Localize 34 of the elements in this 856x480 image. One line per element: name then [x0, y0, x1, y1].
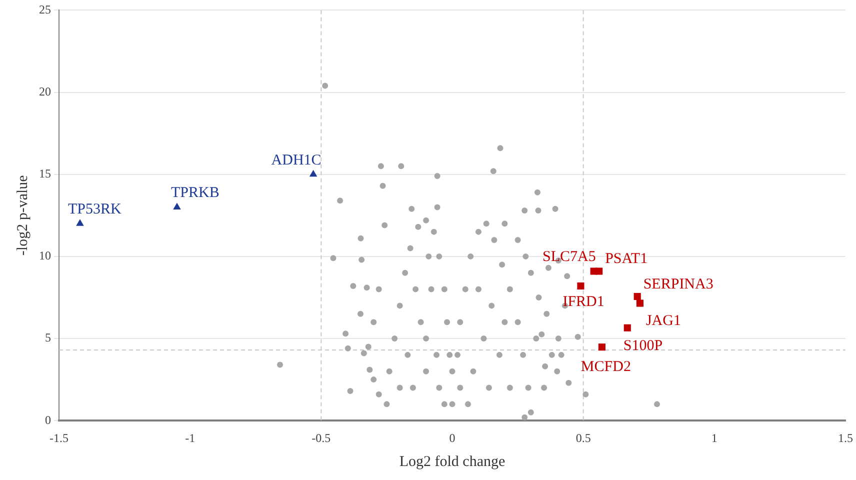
- annotation: TP53RK: [68, 202, 122, 218]
- annotation: SLC7A5: [542, 249, 596, 266]
- point: [309, 170, 318, 177]
- annotation: MCFD2: [580, 358, 631, 375]
- y-axis-title: -log2 p-value: [14, 174, 31, 256]
- x-tick-label: -1.5: [50, 430, 68, 445]
- annotation: S100P: [623, 338, 663, 354]
- x-tick-label: -1: [185, 430, 196, 445]
- x-tick-label: 0.5: [576, 430, 591, 445]
- x-tick-label: 0: [449, 430, 456, 445]
- x-tick-label: -0.5: [312, 430, 331, 445]
- annotation: PSAT1: [605, 251, 648, 268]
- y-tick-label: 25: [39, 2, 51, 16]
- y-tick-label: 0: [45, 412, 51, 427]
- x-axis-title: Log2 fold change: [399, 454, 506, 470]
- annotation: IFRD1: [562, 294, 604, 310]
- x-tick-label: 1.5: [838, 430, 853, 445]
- point: [577, 282, 584, 290]
- annotation: SERPINA3: [643, 276, 714, 292]
- point: [173, 202, 181, 210]
- annotation: ADH1C: [271, 152, 322, 168]
- point: [624, 324, 631, 332]
- point: [636, 300, 644, 307]
- annotation: TPRKB: [170, 185, 220, 202]
- point: [596, 268, 603, 275]
- y-tick-label: 10: [39, 248, 51, 263]
- y-tick-label: 15: [39, 166, 51, 181]
- point: [76, 219, 84, 226]
- point: [598, 344, 606, 351]
- x-tick-label: 1: [711, 430, 718, 445]
- point: [634, 292, 641, 300]
- annotation: JAG1: [646, 313, 681, 330]
- y-tick-label: 20: [39, 84, 51, 98]
- y-tick-label: 5: [45, 330, 51, 345]
